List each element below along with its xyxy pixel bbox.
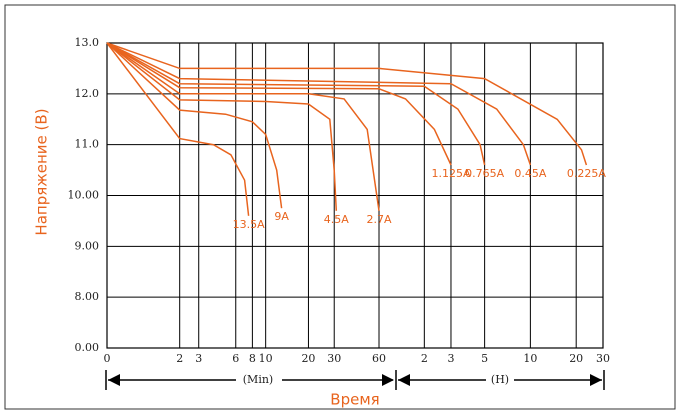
- unit-arrows: [105, 370, 605, 390]
- arrow-heads: [108, 374, 602, 386]
- y-tick-label: 0.00: [75, 341, 100, 354]
- y-axis-title: Напряжение (B): [33, 108, 51, 235]
- series-line: [106, 42, 250, 216]
- x-tick-label: 30: [596, 352, 610, 365]
- y-tick-label: 8.00: [75, 290, 100, 303]
- series-label: 0.225A: [567, 167, 606, 180]
- x-tick-label: 8: [249, 352, 256, 365]
- series-label: 4.5A: [324, 213, 349, 226]
- series-label: 1.125A: [431, 167, 470, 180]
- x-axis-title: Время: [330, 391, 379, 409]
- series-line: [106, 42, 452, 166]
- annotation: (Min): [243, 373, 273, 386]
- x-tick-label: 2: [176, 352, 183, 365]
- x-tick-label: 10: [259, 352, 273, 365]
- x-tick-label: 20: [301, 352, 315, 365]
- series-label: 9A: [274, 210, 289, 223]
- y-tick-label: 12.0: [75, 87, 100, 100]
- annotation: (H): [491, 373, 509, 386]
- x-tick-label: 3: [195, 352, 202, 365]
- y-tick-label: 9.00: [75, 239, 100, 252]
- x-tick-label: 2: [421, 352, 428, 365]
- x-tick-label: 0: [104, 352, 111, 365]
- y-tick-label: 13.0: [75, 36, 100, 49]
- y-tick-label: 11.0: [75, 138, 100, 151]
- series-line: [106, 42, 588, 166]
- x-tick-label: 10: [523, 352, 537, 365]
- series-line: [106, 42, 283, 209]
- x-tick-label: 30: [327, 352, 341, 365]
- series-line: [106, 42, 532, 166]
- series-label: 2.7A: [366, 213, 391, 226]
- series-line: [106, 42, 486, 166]
- frame: [4, 4, 676, 410]
- x-tick-label: 60: [372, 352, 386, 365]
- series-label: 0.765A: [465, 167, 504, 180]
- series-label: 13.5A: [233, 218, 265, 231]
- x-tick-label: 5: [481, 352, 488, 365]
- x-tick-label: 3: [447, 352, 454, 365]
- series-line: [106, 42, 380, 211]
- y-tick-label: 10.00: [68, 189, 100, 202]
- x-tick-label: 6: [232, 352, 239, 365]
- series-label: 0.45A: [514, 167, 546, 180]
- x-tick-label: 20: [569, 352, 583, 365]
- series-line: [106, 42, 338, 211]
